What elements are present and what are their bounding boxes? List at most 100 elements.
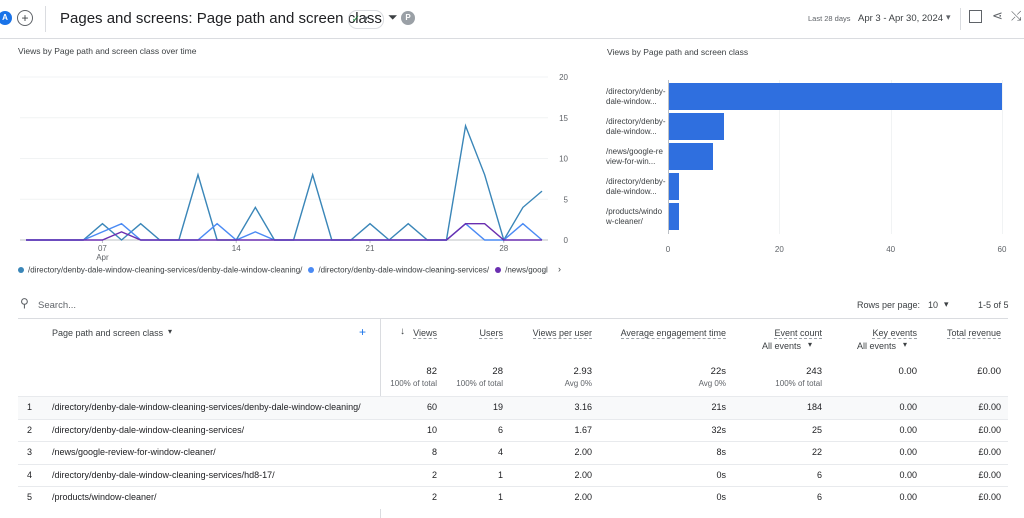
account-badge[interactable]: A xyxy=(0,11,12,25)
sub-dropdown[interactable]: ▾ xyxy=(808,340,813,349)
row-bg xyxy=(18,418,1008,442)
row-dimension: /products/window-cleaner/ xyxy=(52,492,157,503)
y-tick-label: 20 xyxy=(559,73,568,82)
date-dropdown[interactable]: ▾ xyxy=(946,12,951,22)
customize-icon[interactable] xyxy=(969,10,982,23)
total-note: Avg 0% xyxy=(564,379,592,388)
legend-label: /news/google-review-for-window-cleaner/ xyxy=(505,265,548,275)
range-label: Last 28 days xyxy=(808,14,851,23)
x-tick-label: 20 xyxy=(774,245,784,254)
legend-swatch xyxy=(495,266,502,273)
bar[interactable] xyxy=(668,113,724,140)
legend-item[interactable]: /news/google-review-for-window-cleaner/ xyxy=(495,265,548,274)
column-header[interactable]: Users xyxy=(479,328,503,339)
x-tick-label: 60 xyxy=(997,245,1007,254)
y-tick-label: /news/google-review-for-win... xyxy=(606,147,663,166)
row-value: 1 xyxy=(497,469,503,480)
row-dimension: /news/google-review-for-window-cleaner/ xyxy=(52,447,216,458)
legend-swatch xyxy=(18,266,24,273)
row-value: 6 xyxy=(816,492,822,503)
legend-swatch xyxy=(308,266,315,273)
legend-prev[interactable]: ‹ xyxy=(542,264,545,274)
row-value: 184 xyxy=(806,402,822,412)
row-value: 0s xyxy=(716,492,726,503)
y-tick-label: 10 xyxy=(559,155,568,164)
x-tick-label: 21 xyxy=(366,244,375,253)
legend: /directory/denby-dale-window-cleaning-se… xyxy=(18,265,548,279)
row-dimension: /directory/denby-dale-window-cleaning-se… xyxy=(52,424,245,435)
row-index: 3 xyxy=(27,447,33,458)
row-value: 0.00 xyxy=(899,402,917,412)
total-note: 100% of total xyxy=(775,379,822,388)
total-value: 0.00 xyxy=(898,366,918,377)
header-bar xyxy=(0,0,1024,39)
line-series xyxy=(26,223,542,241)
divider xyxy=(960,8,961,30)
row-value: 2 xyxy=(431,469,437,480)
grid-line xyxy=(779,80,781,234)
row-value: £0.00 xyxy=(978,492,1001,503)
row-value: 6 xyxy=(816,469,822,480)
total-note: 100% of total xyxy=(390,379,437,388)
x-tick-label: 07 xyxy=(98,244,107,253)
search-input[interactable]: Search... xyxy=(38,300,77,311)
legend-item[interactable]: /directory/denby-dale-window-cleaning-se… xyxy=(18,265,302,274)
column-header[interactable]: Total revenue xyxy=(946,328,1001,339)
table: Page path and screen class ▾ + Views ↓ Users V… xyxy=(18,318,1008,518)
row-value: 2.00 xyxy=(574,447,592,458)
date-range[interactable]: Apr 3 - Apr 30, 2024 xyxy=(858,13,944,24)
x-tick-label: 28 xyxy=(499,244,508,253)
column-header[interactable]: Key events xyxy=(872,328,917,339)
y-tick-label: /directory/denby-dale-window... xyxy=(606,177,666,196)
y-tick-label: /directory/denby-dale-window... xyxy=(606,87,666,106)
y-tick-label: /products/window-cleaner/ xyxy=(606,207,663,226)
total-value: 243 xyxy=(806,366,822,377)
row-value: 0.00 xyxy=(899,447,917,458)
pagination: 1-5 of 5 xyxy=(978,300,1009,310)
column-header[interactable]: Average engagement time xyxy=(620,328,726,339)
y-tick-label: 15 xyxy=(559,114,568,123)
column-header[interactable]: Views per user xyxy=(532,328,592,339)
share-icon[interactable]: ⋖ xyxy=(992,8,1003,23)
column-sub-select[interactable]: All events xyxy=(762,341,802,351)
add-dimension[interactable]: + xyxy=(359,325,367,339)
filter-icon[interactable]: ⏷ xyxy=(388,10,398,24)
row-value: £0.00 xyxy=(978,447,1001,458)
bar[interactable] xyxy=(668,83,1002,110)
row-value: 6 xyxy=(497,424,503,435)
row-value: 2 xyxy=(431,492,437,503)
x-tick-label: 0 xyxy=(665,245,671,254)
row-index: 2 xyxy=(27,424,33,435)
row-value: 25 xyxy=(811,424,822,435)
status-chip[interactable]: ✓ ▾ xyxy=(348,10,384,29)
bar[interactable] xyxy=(668,203,680,230)
row-value: £0.00 xyxy=(978,469,1001,480)
column-sub-select[interactable]: All events xyxy=(857,341,897,351)
sub-dropdown[interactable]: ▾ xyxy=(903,340,908,349)
rows-dropdown[interactable]: ▾ xyxy=(944,299,949,309)
row-value: 4 xyxy=(497,447,503,458)
filter-badge[interactable]: P xyxy=(401,11,415,25)
total-value: 28 xyxy=(492,366,503,377)
legend-item[interactable]: /directory/denby-dale-window-cleaning-se… xyxy=(308,265,489,274)
column-header[interactable]: Views xyxy=(413,328,437,339)
bar[interactable] xyxy=(668,143,713,170)
total-note: Avg 0% xyxy=(698,379,726,388)
row-value: 8 xyxy=(431,447,437,458)
insights-icon[interactable]: ⤯ xyxy=(1011,8,1022,23)
y-tick-label: /directory/denby-dale-window... xyxy=(606,117,666,136)
axis-line xyxy=(668,80,669,234)
column-header[interactable]: Event count xyxy=(774,328,822,339)
sort-dropdown[interactable]: ▾ xyxy=(168,327,173,336)
add-comparison[interactable]: + xyxy=(17,10,33,26)
rows-per-page-select[interactable]: 10 xyxy=(928,300,939,310)
row-dimension: /directory/denby-dale-window-cleaning-se… xyxy=(52,402,361,412)
legend-next[interactable]: › xyxy=(558,264,561,274)
column-header[interactable]: Page path and screen class xyxy=(52,328,164,338)
y-tick-label: 0 xyxy=(564,236,569,245)
row-value: 32s xyxy=(711,424,726,435)
x-tick-label: 14 xyxy=(232,244,241,253)
bar[interactable] xyxy=(668,173,680,200)
